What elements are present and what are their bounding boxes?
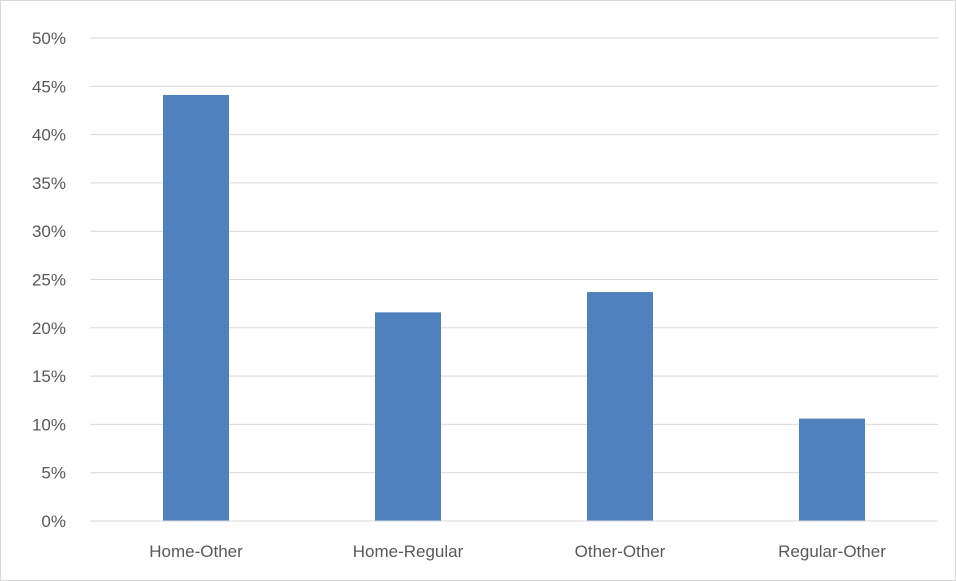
x-axis-category-labels: Home-Other Home-Regular Other-Other Regular… — [149, 542, 886, 561]
bar-home-other — [163, 94, 229, 521]
x-category-label: Home-Other — [149, 542, 243, 561]
bars — [163, 94, 865, 521]
y-tick-label: 15% — [32, 367, 66, 386]
x-category-label: Home-Regular — [353, 542, 464, 561]
bar-home-regular — [375, 312, 441, 521]
bar-regular-other — [799, 418, 865, 521]
y-tick-label: 5% — [41, 464, 66, 483]
y-tick-label: 0% — [41, 512, 66, 531]
y-tick-label: 50% — [32, 29, 66, 48]
bar-other-other — [587, 292, 653, 521]
y-tick-label: 45% — [32, 77, 66, 96]
y-tick-label: 10% — [32, 415, 66, 434]
x-category-label: Regular-Other — [778, 542, 886, 561]
y-tick-label: 35% — [32, 174, 66, 193]
gridlines — [90, 37, 938, 474]
y-tick-label: 30% — [32, 222, 66, 241]
y-tick-label: 20% — [32, 319, 66, 338]
y-tick-label: 25% — [32, 271, 66, 290]
y-tick-label: 40% — [32, 126, 66, 145]
x-category-label: Other-Other — [575, 542, 666, 561]
y-axis-tick-labels: 0% 5% 10% 15% 20% 25% 30% 35% 40% 45% 50% — [32, 29, 66, 531]
